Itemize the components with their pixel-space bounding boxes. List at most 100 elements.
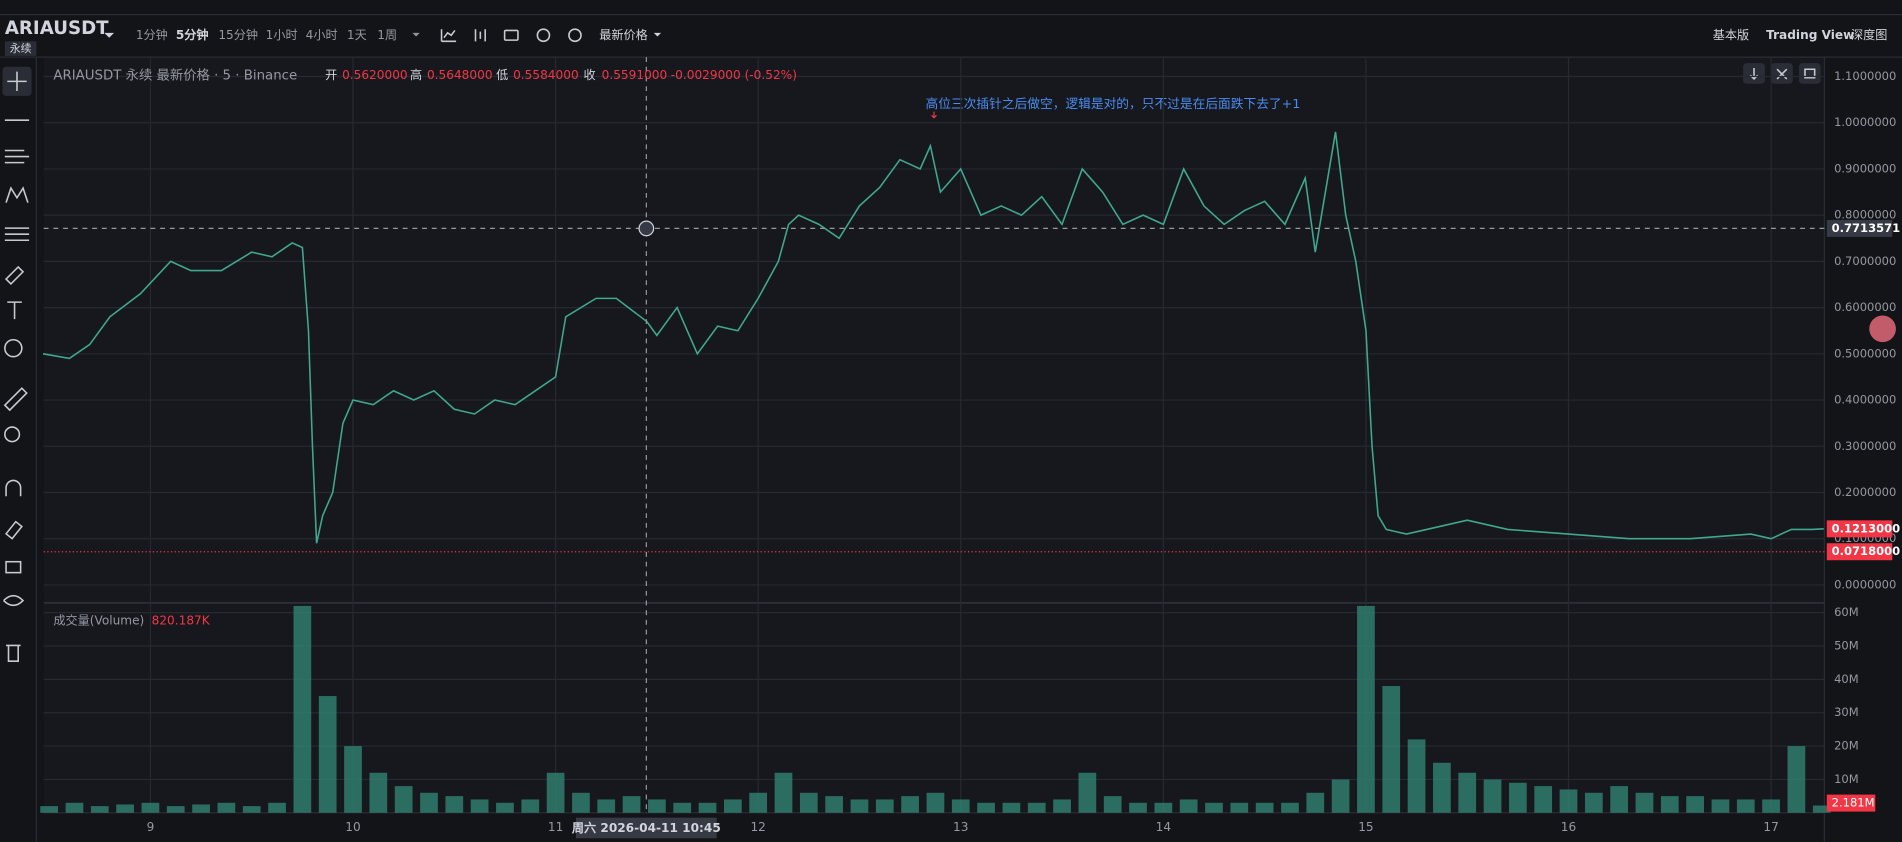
- caret[interactable]: [412, 32, 420, 37]
- btn-restore[interactable]: [1798, 63, 1821, 84]
- icon-candle[interactable]: [474, 29, 486, 42]
- interval[interactable]: 1周: [377, 28, 397, 42]
- volume-bar: [318, 696, 337, 813]
- y-tick-label: 0.3000000: [1834, 439, 1896, 453]
- y-tick-label: 0.7000000: [1834, 254, 1896, 268]
- labels: 0.00000000.10000000.20000000.30000000.40…: [53, 67, 1900, 839]
- y-tick-label: 1.1000000: [1834, 69, 1896, 83]
- y-tick-label: 0.0000000: [1834, 577, 1896, 591]
- avatar[interactable]: [1869, 315, 1896, 343]
- y-tick-label: 0.2000000: [1834, 485, 1896, 499]
- volume-bar: [141, 802, 160, 813]
- tool-lock[interactable]: [5, 560, 22, 574]
- interval[interactable]: 5分钟: [176, 27, 209, 42]
- x-tick-label: 17: [1763, 820, 1778, 834]
- volume-bar: [420, 792, 438, 813]
- volume-bar: [572, 792, 590, 813]
- volume-bar: [521, 799, 540, 813]
- icon-add[interactable]: [536, 28, 551, 43]
- volume-bar: [1559, 789, 1578, 813]
- tool-zoom[interactable]: [4, 426, 21, 443]
- symbol[interactable]: ARIAUSDT: [5, 18, 109, 39]
- tool-crosshair[interactable]: [7, 71, 27, 92]
- volume-title: 成交量(Volume): [53, 613, 144, 628]
- change: -0.0029000 (-0.52%): [671, 68, 797, 82]
- tool-ruler[interactable]: [3, 387, 28, 412]
- volume-bar: [1205, 802, 1223, 813]
- volume-bar: [1382, 686, 1401, 813]
- volume-bar: [90, 806, 109, 813]
- volume-bar: [242, 806, 261, 813]
- annotation-arrow: [931, 111, 937, 119]
- volume-bar: [369, 772, 388, 813]
- price-label-bg: [1826, 219, 1893, 237]
- caret[interactable]: [653, 32, 662, 37]
- x-tick-label: 10: [345, 820, 360, 834]
- tool-brush[interactable]: [4, 265, 25, 286]
- volume-bar: [1103, 796, 1122, 813]
- btn-glyphs: [1749, 68, 1816, 81]
- interval[interactable]: 1小时: [266, 28, 298, 42]
- volume-bar: [1508, 782, 1527, 813]
- volume-bar: [1736, 799, 1755, 813]
- volume-bar: [1762, 799, 1780, 813]
- tool-eye[interactable]: [3, 594, 25, 607]
- tool-trash[interactable]: [6, 644, 21, 662]
- volume-bar: [293, 605, 312, 813]
- tool-text[interactable]: [7, 301, 22, 320]
- volume-bar: [977, 802, 995, 813]
- volume-bar: [1331, 779, 1350, 813]
- volume-bar: [799, 792, 818, 813]
- volume-bar: [394, 786, 413, 813]
- price-label-bg: [1826, 520, 1893, 538]
- interval[interactable]: 1天: [347, 28, 367, 42]
- tool-pattern[interactable]: [5, 186, 29, 203]
- view-tab[interactable]: Trading View: [1766, 28, 1854, 42]
- y-tick-label: 0.4000000: [1834, 393, 1896, 407]
- interval[interactable]: 1分钟: [136, 27, 168, 42]
- x-tick-label: 11: [548, 820, 563, 834]
- y-tick-label: 50M: [1834, 638, 1859, 652]
- volume-bar: [1281, 802, 1299, 813]
- price-label: 0.0718000: [1832, 544, 1900, 558]
- volume-bar: [1686, 796, 1704, 813]
- icon-indicator[interactable]: [440, 29, 457, 43]
- price-label: 0.7713571: [1832, 221, 1900, 235]
- caret[interactable]: [104, 32, 115, 38]
- y-tick-label: 40M: [1834, 672, 1859, 686]
- volume-bar: [1002, 802, 1021, 813]
- volume-bar: [116, 804, 134, 813]
- volume-bar: [622, 796, 641, 813]
- volume-bar: [1787, 746, 1806, 813]
- view-tab[interactable]: 深度图: [1851, 27, 1887, 42]
- volume-bar: [1407, 739, 1426, 813]
- ohlc-name: 低: [496, 68, 508, 82]
- volume-bar: [1129, 802, 1147, 813]
- volume-bar: [1711, 799, 1730, 813]
- y-tick-label: 0.9000000: [1834, 161, 1896, 175]
- view-tab[interactable]: 基本版: [1713, 28, 1749, 42]
- volume-bar: [1306, 792, 1325, 813]
- price-type[interactable]: 最新价格: [599, 27, 648, 42]
- icon-camera[interactable]: [503, 29, 519, 41]
- volume-bar: [1078, 772, 1097, 813]
- volume-bar: [1812, 805, 1831, 813]
- volume-bar: [774, 772, 793, 813]
- tool-emoji[interactable]: [4, 338, 23, 358]
- icon-settings[interactable]: [568, 28, 582, 43]
- volume-bar: [1635, 792, 1654, 813]
- volume-bar: [1534, 786, 1553, 813]
- interval[interactable]: 15分钟: [218, 27, 258, 42]
- volume-bar: [875, 799, 894, 813]
- ohlc-value: 0.5591000: [602, 68, 668, 82]
- volume-bar: [1458, 772, 1477, 813]
- tool-channel[interactable]: [4, 149, 30, 164]
- interval[interactable]: 4小时: [306, 28, 338, 42]
- volume-value: 820.187K: [152, 614, 211, 628]
- tool-lock-draw[interactable]: [4, 520, 23, 540]
- tool-magnet[interactable]: [5, 479, 22, 497]
- volume-bar: [1230, 802, 1249, 813]
- x-tick-label: 13: [953, 820, 968, 834]
- tool-fib[interactable]: [4, 227, 30, 242]
